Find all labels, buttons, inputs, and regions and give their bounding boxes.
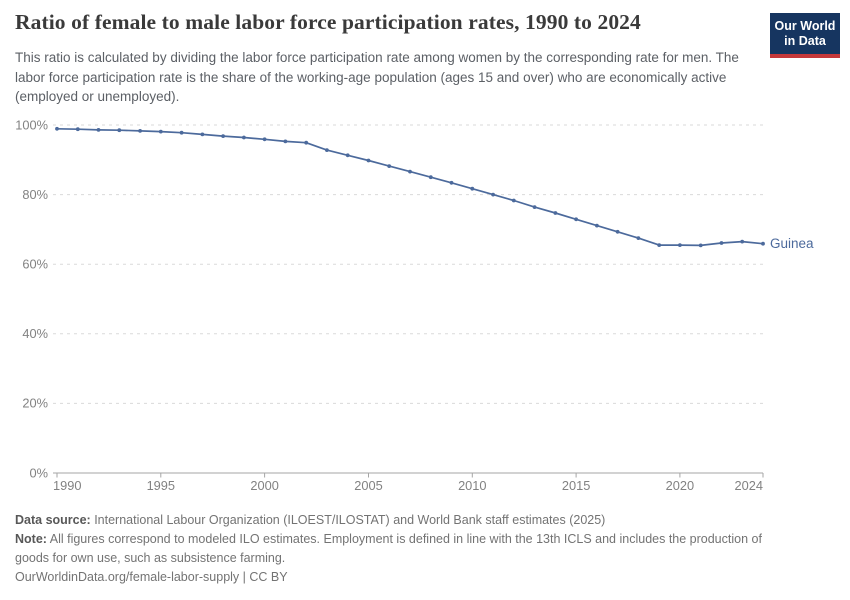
chart-footer: Data source: International Labour Organi… [15, 511, 795, 587]
svg-text:20%: 20% [22, 396, 48, 411]
data-point [366, 158, 371, 163]
license-label: CC BY [249, 570, 288, 584]
data-series-guinea[interactable] [55, 126, 765, 248]
data-point [532, 205, 537, 210]
data-point [75, 127, 80, 132]
x-axis [53, 472, 764, 478]
data-point [179, 130, 184, 135]
svg-text:40%: 40% [22, 326, 48, 341]
chart-title: Ratio of female to male labor force part… [15, 10, 641, 34]
data-source-line: Data source: International Labour Organi… [15, 511, 795, 530]
data-point [657, 243, 662, 248]
svg-text:60%: 60% [22, 257, 48, 272]
svg-text:80%: 80% [22, 187, 48, 202]
data-point [719, 241, 724, 245]
svg-text:0%: 0% [30, 465, 49, 480]
y-gridlines [53, 124, 763, 404]
data-point [740, 239, 745, 244]
citation-line: OurWorldinData.org/female-labor-supply |… [15, 568, 795, 587]
data-point [428, 175, 433, 180]
data-point [304, 140, 309, 145]
data-source-label: Data source: [15, 513, 91, 527]
data-point [491, 192, 495, 197]
data-point [96, 127, 101, 132]
data-point [387, 164, 392, 169]
citation-url[interactable]: OurWorldinData.org/female-labor-supply [15, 570, 240, 584]
data-point [242, 135, 246, 140]
y-axis-labels: 0% 20% 40% 60% 80% 100% [15, 117, 48, 480]
data-point [449, 180, 454, 185]
svg-text:2020: 2020 [666, 478, 694, 493]
svg-text:2015: 2015 [562, 478, 590, 493]
data-source-text: International Labour Organization (ILOES… [90, 513, 606, 527]
svg-text:2010: 2010 [458, 478, 486, 493]
data-point [158, 129, 163, 134]
data-point [470, 186, 475, 191]
data-point [636, 236, 641, 241]
note-label: Note: [15, 532, 47, 546]
data-point [117, 128, 122, 133]
owid-logo-line1: Our World [774, 19, 836, 33]
data-point [408, 169, 412, 174]
data-point [138, 129, 143, 133]
data-point [325, 148, 329, 153]
owid-logo[interactable]: Our World in Data [770, 13, 840, 58]
svg-text:2005: 2005 [354, 478, 382, 493]
data-line [56, 127, 764, 247]
data-point [615, 229, 620, 234]
entity-label-guinea: Guinea [770, 236, 814, 251]
svg-text:1990: 1990 [53, 478, 81, 493]
data-point [283, 139, 288, 144]
data-point [511, 198, 516, 203]
data-point [574, 217, 578, 222]
note-text: All figures correspond to modeled ILO es… [15, 532, 762, 565]
chart-subtitle: This ratio is calculated by dividing the… [15, 50, 739, 104]
data-point [698, 243, 703, 248]
data-point [221, 134, 226, 139]
data-point [595, 223, 599, 228]
svg-text:2024: 2024 [735, 478, 763, 493]
data-point [55, 126, 59, 131]
svg-text:2000: 2000 [250, 478, 278, 493]
svg-text:100%: 100% [15, 117, 48, 132]
data-point [761, 241, 765, 246]
svg-text:1995: 1995 [147, 478, 175, 493]
data-point [262, 137, 267, 142]
data-point [200, 132, 205, 137]
data-point [678, 243, 682, 248]
data-point [345, 153, 350, 158]
owid-logo-line2: in Data [784, 34, 826, 48]
citation-separator: | [239, 570, 250, 584]
x-axis-labels: 1990 1995 2000 2005 2010 2015 2020 2024 [53, 478, 763, 493]
note-line: Note: All figures correspond to modeled … [15, 530, 795, 568]
data-point [553, 211, 558, 215]
